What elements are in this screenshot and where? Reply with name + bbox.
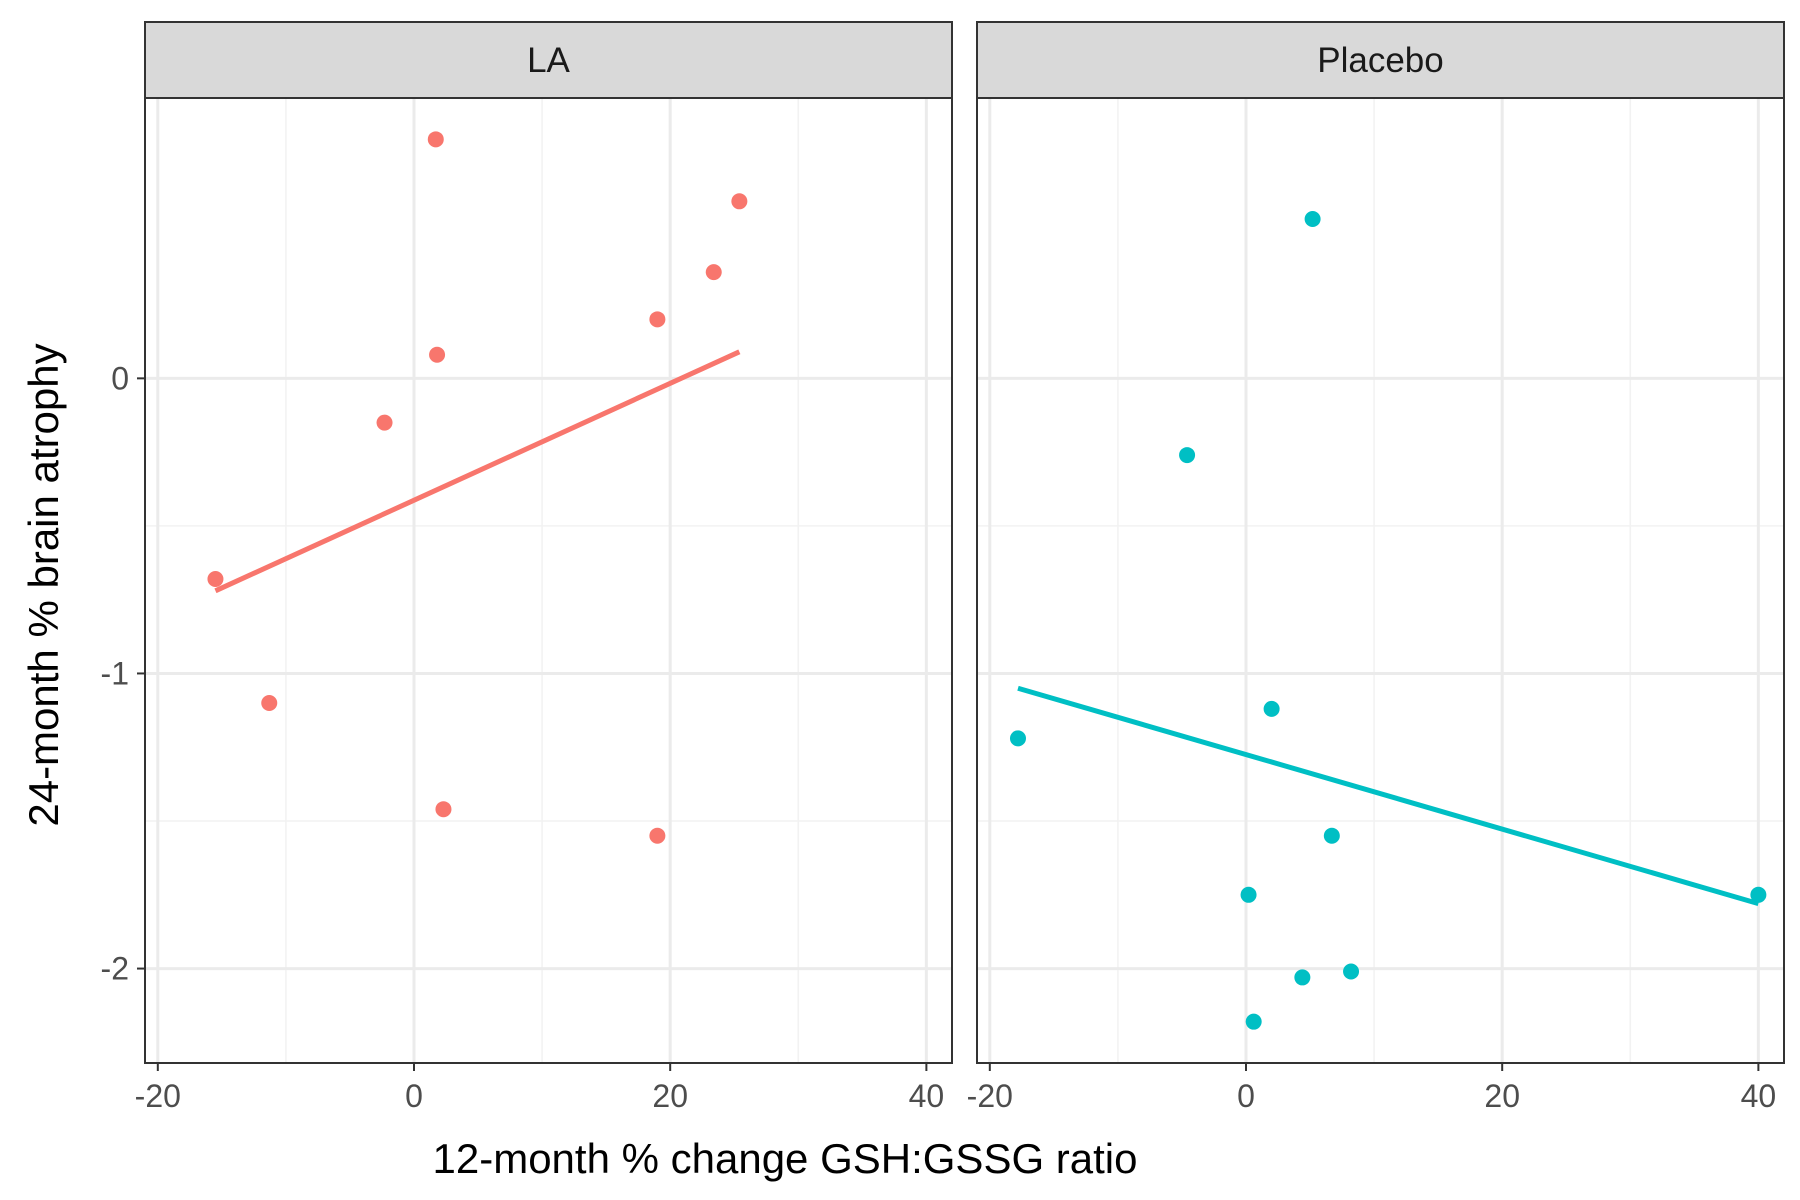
data-point [207, 571, 224, 588]
data-point [429, 346, 446, 363]
data-point [1179, 447, 1196, 464]
data-point [1263, 700, 1280, 717]
x-tick-label: 40 [1741, 1078, 1777, 1114]
data-point [731, 193, 748, 210]
facet-placebo: Placebo -20 0 20 40 [967, 21, 1785, 1114]
data-point [1343, 963, 1360, 980]
data-point [705, 264, 722, 281]
data-point [261, 694, 278, 711]
y-axis: -2 -1 0 [101, 360, 145, 987]
y-tick-label: 0 [111, 360, 129, 396]
trend-line [214, 349, 741, 594]
data-point [649, 827, 666, 844]
data-point [376, 414, 393, 431]
data-point [1240, 886, 1257, 903]
x-tick-label: 0 [405, 1078, 423, 1114]
data-point [1323, 827, 1340, 844]
panel-border [144, 97, 953, 1064]
panel-border [976, 97, 1785, 1064]
trend-line [1017, 685, 1760, 907]
y-tick-label: -2 [101, 951, 129, 987]
data-point [1009, 730, 1026, 747]
facet-la: LA -20 0 20 40 [135, 21, 953, 1114]
x-tick-label: -20 [967, 1078, 1013, 1114]
data-point [427, 131, 444, 148]
x-tick-label: 20 [1484, 1078, 1520, 1114]
facet-panels: LA -20 0 20 40 Placebo -20 0 20 40 [135, 21, 1785, 1114]
facet-strip [144, 21, 953, 99]
data-point [1750, 886, 1767, 903]
data-point [649, 311, 666, 328]
y-tick-label: -1 [101, 655, 129, 691]
x-tick-label: 20 [652, 1078, 688, 1114]
y-axis-title: 24-month % brain atrophy [20, 343, 67, 826]
data-point [435, 801, 452, 818]
x-tick-label: 0 [1237, 1078, 1255, 1114]
data-point [1304, 210, 1321, 227]
data-point [1245, 1013, 1262, 1030]
x-axis-title: 12-month % change GSH:GSSG ratio [433, 1135, 1138, 1182]
panel-background [145, 98, 952, 1063]
facet-strip [976, 21, 1785, 99]
facet-strip-label: LA [527, 41, 570, 80]
x-tick-label: 40 [909, 1078, 945, 1114]
panel-background [977, 98, 1784, 1063]
facet-strip-label: Placebo [1317, 41, 1443, 80]
x-tick-label: -20 [135, 1078, 181, 1114]
data-point [1294, 969, 1311, 986]
